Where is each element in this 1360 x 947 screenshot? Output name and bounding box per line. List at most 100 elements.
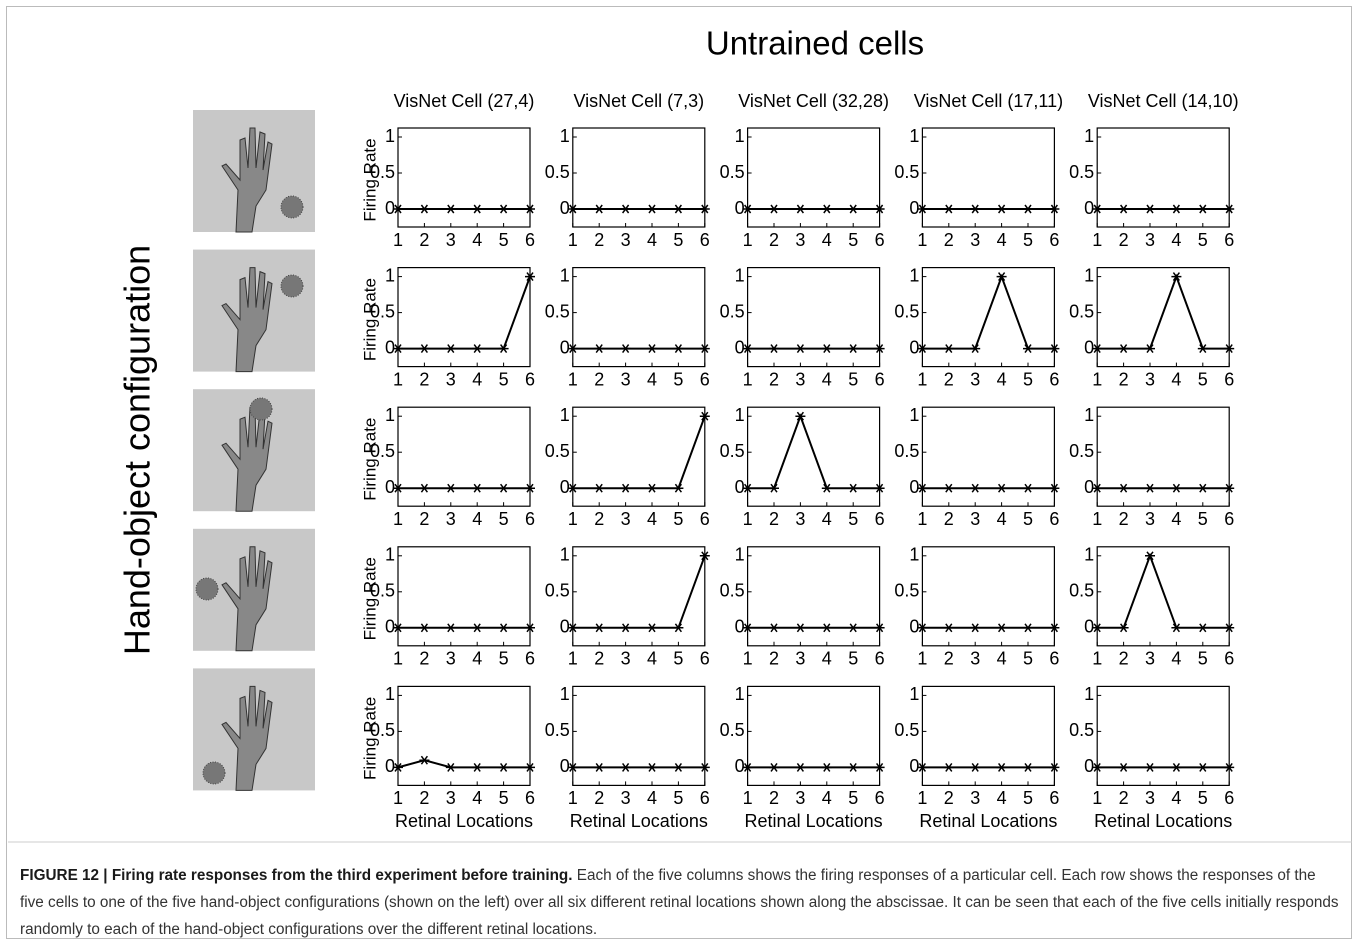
x-tick-label: 6 [1224, 509, 1234, 529]
point-marker [1145, 484, 1155, 492]
plot-frame [1097, 407, 1229, 506]
point-marker [673, 205, 683, 213]
x-tick-label: 4 [647, 509, 657, 529]
series-line [573, 556, 705, 628]
x-tick-label: 3 [621, 649, 631, 669]
y-tick-label: 0.5 [720, 581, 745, 601]
y-tick-label: 0 [909, 756, 919, 776]
x-tick-label: 2 [594, 649, 604, 669]
series-line [573, 416, 705, 488]
point-marker [1171, 763, 1181, 771]
y-tick-label: 0 [909, 477, 919, 497]
x-axis-label: Retinal Locations [1094, 811, 1232, 831]
y-tick-label: 1 [385, 405, 395, 425]
point-marker [446, 205, 456, 213]
y-tick-label: 0.5 [720, 301, 745, 321]
point-marker [499, 624, 509, 632]
x-tick-label: 3 [1145, 369, 1155, 389]
point-marker [944, 345, 954, 353]
x-tick-label: 3 [795, 230, 805, 250]
x-tick-label: 3 [1145, 649, 1155, 669]
x-tick-label: 1 [1092, 649, 1102, 669]
point-marker [594, 624, 604, 632]
plot-frame [922, 686, 1054, 785]
point-marker [594, 205, 604, 213]
x-tick-label: 5 [499, 230, 509, 250]
x-axis-label: Retinal Locations [395, 811, 533, 831]
y-tick-label: 0 [385, 756, 395, 776]
point-marker [997, 624, 1007, 632]
y-tick-label: 0.5 [720, 720, 745, 740]
x-tick-label: 3 [795, 369, 805, 389]
x-tick-label: 3 [970, 509, 980, 529]
x-tick-label: 4 [1171, 649, 1181, 669]
x-tick-label: 3 [621, 230, 631, 250]
point-marker [472, 624, 482, 632]
x-tick-label: 3 [1145, 788, 1155, 808]
x-tick-label: 2 [1119, 788, 1129, 808]
point-marker [1023, 624, 1033, 632]
x-tick-label: 4 [997, 230, 1007, 250]
x-tick-label: 1 [743, 788, 753, 808]
point-marker [472, 763, 482, 771]
series-line [748, 416, 880, 488]
y-tick-label: 0.5 [1069, 441, 1094, 461]
x-tick-label: 6 [525, 509, 535, 529]
x-tick-label: 2 [1119, 369, 1129, 389]
point-marker [446, 345, 456, 353]
y-tick-label: 1 [909, 405, 919, 425]
y-tick-label: 0.5 [894, 301, 919, 321]
hand-images [193, 110, 315, 790]
x-tick-label: 5 [848, 230, 858, 250]
plot-title: VisNet Cell (7,3) [573, 91, 704, 111]
x-tick-label: 6 [875, 509, 885, 529]
point-marker [594, 763, 604, 771]
x-tick-label: 5 [848, 788, 858, 808]
x-tick-label: 2 [944, 369, 954, 389]
y-tick-label: 0 [735, 756, 745, 776]
y-tick-label: 0 [385, 198, 395, 218]
x-tick-label: 1 [917, 788, 927, 808]
x-tick-label: 2 [594, 788, 604, 808]
x-tick-label: 2 [769, 369, 779, 389]
x-tick-label: 4 [822, 509, 832, 529]
x-tick-label: 2 [594, 230, 604, 250]
point-marker [499, 484, 509, 492]
y-tick-label: 0.5 [1069, 301, 1094, 321]
point-marker [419, 205, 429, 213]
series-line [1097, 277, 1229, 349]
x-tick-label: 1 [743, 230, 753, 250]
x-tick-label: 5 [1198, 649, 1208, 669]
plot-frame [748, 268, 880, 367]
point-marker [419, 345, 429, 353]
point-marker [621, 484, 631, 492]
x-tick-label: 2 [1119, 509, 1129, 529]
x-axis-label: Retinal Locations [570, 811, 708, 831]
point-marker [621, 763, 631, 771]
y-axis-label: Firing Rate [360, 278, 379, 361]
x-tick-label: 5 [499, 509, 509, 529]
x-tick-label: 3 [446, 230, 456, 250]
x-tick-label: 1 [743, 649, 753, 669]
object [250, 398, 272, 420]
point-marker [997, 763, 1007, 771]
y-tick-label: 0.5 [545, 581, 570, 601]
x-tick-label: 2 [419, 230, 429, 250]
x-tick-label: 1 [393, 230, 403, 250]
object [281, 196, 303, 218]
y-tick-label: 0 [560, 756, 570, 776]
x-tick-label: 4 [472, 788, 482, 808]
plot-title: VisNet Cell (17,11) [914, 91, 1063, 111]
x-tick-label: 4 [1171, 788, 1181, 808]
point-marker [621, 624, 631, 632]
point-marker [647, 484, 657, 492]
object [281, 275, 303, 297]
point-marker [1198, 205, 1208, 213]
plot-frame [748, 686, 880, 785]
y-tick-label: 0.5 [1069, 720, 1094, 740]
y-tick-label: 1 [385, 265, 395, 285]
row-label: Hand-object configuration [117, 245, 158, 655]
x-tick-label: 6 [525, 788, 535, 808]
y-tick-label: 0.5 [894, 720, 919, 740]
x-tick-label: 5 [848, 369, 858, 389]
